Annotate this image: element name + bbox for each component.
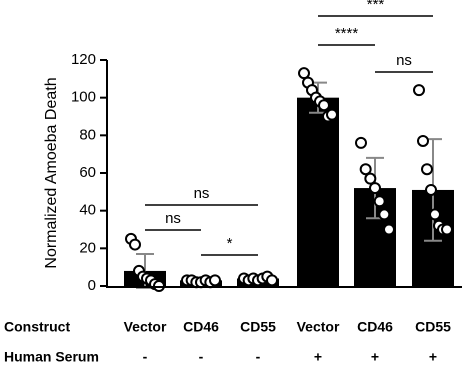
y-tick-label: 0	[88, 277, 96, 294]
y-tick-label: 80	[79, 126, 96, 143]
data-point	[441, 223, 453, 236]
data-point	[326, 108, 338, 121]
serum-label: +	[429, 349, 437, 365]
significance-label: ****	[335, 25, 359, 42]
y-tick-label: 20	[79, 239, 96, 256]
y-axis-title: Normalized Amoeba Death	[43, 77, 60, 268]
data-point	[209, 274, 221, 287]
serum-label: -	[256, 349, 261, 365]
row-label: Construct	[4, 319, 70, 335]
x-tick-label: CD55	[240, 319, 276, 335]
data-point	[266, 274, 278, 287]
significance-label: ns	[194, 185, 210, 202]
y-tick-label: 120	[71, 51, 96, 68]
data-point	[378, 208, 391, 221]
data-point	[417, 134, 429, 147]
y-tick-label: 100	[71, 89, 96, 106]
data-point	[429, 208, 441, 221]
significance-label: ns	[165, 210, 181, 227]
data-point	[129, 238, 141, 251]
data-point	[364, 172, 377, 185]
bar	[297, 97, 339, 287]
y-tick-label: 60	[79, 164, 96, 181]
serum-label: +	[371, 349, 379, 365]
data-point	[425, 183, 437, 196]
x-tick-label: CD46	[183, 319, 219, 335]
significance-label: ns	[396, 52, 412, 69]
data-point	[359, 163, 372, 176]
row-label: Human Serum	[4, 349, 99, 365]
x-tick-label: Vector	[124, 319, 167, 335]
data-point	[369, 182, 381, 195]
serum-label: -	[199, 349, 204, 365]
y-tick-label: 40	[79, 202, 96, 219]
data-point	[383, 223, 395, 236]
serum-label: -	[143, 349, 148, 365]
data-point	[318, 99, 330, 112]
data-point	[355, 136, 367, 149]
data-point	[373, 195, 386, 208]
x-tick-label: Vector	[297, 319, 340, 335]
data-point	[421, 163, 433, 176]
serum-label: +	[314, 349, 322, 365]
x-tick-label: CD46	[357, 319, 393, 335]
data-point	[413, 84, 425, 97]
significance-label: *	[227, 235, 233, 252]
significance-label: ***	[367, 0, 385, 13]
x-tick-label: CD55	[415, 319, 451, 335]
